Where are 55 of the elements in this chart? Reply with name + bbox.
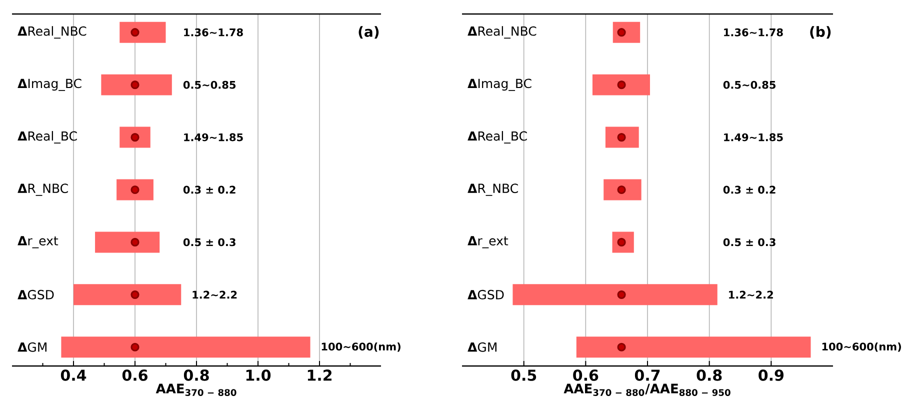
annotation: 1.2~2.2 bbox=[192, 290, 237, 299]
bar bbox=[604, 179, 642, 200]
bar bbox=[101, 74, 172, 96]
annotation: (b) bbox=[810, 26, 831, 39]
annotation: 0.5~0.85 bbox=[723, 80, 776, 89]
x-tick-label: 0.4 bbox=[60, 370, 86, 381]
bar bbox=[120, 126, 150, 148]
x-tick-label: 1.2 bbox=[308, 370, 332, 381]
y-tick-label: Δr_ext bbox=[18, 236, 58, 248]
annotation: 1.36~1.78 bbox=[184, 28, 243, 36]
bar bbox=[576, 336, 811, 358]
y-tick-label: ΔGSD bbox=[18, 290, 54, 300]
y-tick-label: ΔReal_NBC bbox=[18, 26, 86, 39]
annotation: 0.5~0.85 bbox=[183, 80, 236, 89]
y-tick-label: ΔReal_BC bbox=[18, 131, 77, 144]
y-tick-label: ΔReal_NBC bbox=[468, 26, 536, 39]
x-tick-label: 0.8 bbox=[184, 370, 209, 381]
y-tick-label: ΔImag_BC bbox=[468, 78, 532, 91]
bar bbox=[74, 284, 182, 306]
annotation: 1.49~1.85 bbox=[724, 133, 783, 142]
y-tick-label: ΔImag_BC bbox=[18, 78, 82, 91]
y-tick-label: ΔGM bbox=[18, 342, 46, 352]
x-tick-label: 0.6 bbox=[573, 370, 598, 381]
x-tick-label: 0.7 bbox=[634, 370, 660, 381]
x-tick-label: 0.6 bbox=[122, 370, 148, 381]
y-tick-label: ΔGSD bbox=[468, 290, 504, 300]
annotation: 100~600(nm) bbox=[322, 342, 400, 352]
annotation: (a) bbox=[358, 26, 379, 39]
annotation: 0.3 ± 0.2 bbox=[723, 186, 776, 194]
bar bbox=[612, 22, 640, 43]
x-axis-title: AAE$_{370 − 880}$ bbox=[156, 384, 236, 396]
annotation: 1.36~1.78 bbox=[724, 28, 783, 36]
annotation: 0.5 ± 0.3 bbox=[723, 238, 776, 246]
x-tick-label: 0.5 bbox=[511, 370, 536, 381]
annotation: 0.5 ± 0.3 bbox=[183, 238, 236, 246]
x-tick-label: 0.9 bbox=[758, 370, 784, 381]
y-tick-label: ΔR_NBC bbox=[468, 184, 518, 196]
bar bbox=[592, 74, 650, 96]
bar bbox=[512, 284, 718, 306]
x-axis-title: AAE$_{370 − 880}$/AAE$_{880 − 950}$ bbox=[564, 384, 730, 396]
annotation: 100~600(nm) bbox=[822, 342, 901, 352]
annotation: 0.3 ± 0.2 bbox=[183, 186, 236, 194]
x-tick-label: 1.0 bbox=[246, 370, 271, 381]
bar bbox=[116, 179, 154, 200]
y-tick-label: Δr_ext bbox=[468, 236, 508, 248]
bar bbox=[95, 232, 160, 253]
bar bbox=[61, 336, 310, 358]
y-tick-label: ΔReal_BC bbox=[468, 131, 527, 144]
y-tick-label: ΔR_NBC bbox=[18, 184, 68, 196]
bar bbox=[120, 22, 166, 43]
bar bbox=[605, 126, 639, 148]
y-tick-label: ΔGM bbox=[468, 342, 496, 352]
x-tick-label: 0.8 bbox=[696, 370, 722, 381]
annotation: 1.49~1.85 bbox=[184, 133, 243, 142]
annotation: 1.2~2.2 bbox=[729, 290, 773, 299]
